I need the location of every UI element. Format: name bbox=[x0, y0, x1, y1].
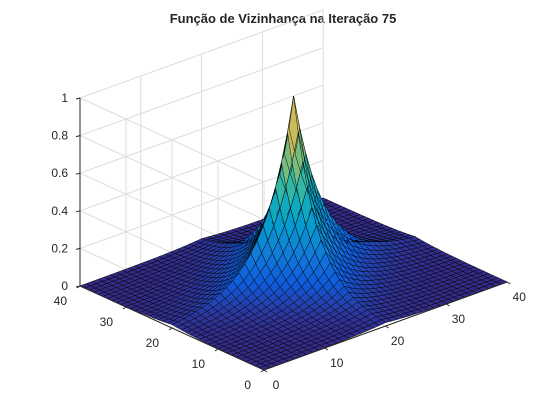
y-tick-mark bbox=[214, 348, 219, 352]
grid-line bbox=[79, 47, 324, 137]
x-tick-mark bbox=[324, 347, 329, 351]
y-tick-mark bbox=[168, 327, 173, 331]
x-tick-mark bbox=[446, 303, 450, 307]
z-tick-mark bbox=[75, 285, 81, 288]
x-tick-mark bbox=[263, 369, 268, 373]
y-tick-label: 40 bbox=[54, 294, 68, 308]
grid-line bbox=[79, 9, 324, 99]
y-tick-mark bbox=[122, 306, 127, 310]
y-tick-label: 30 bbox=[100, 315, 114, 329]
z-tick-mark bbox=[75, 210, 81, 213]
y-tick-label: 10 bbox=[192, 357, 206, 371]
y-tick-mark bbox=[260, 369, 265, 373]
y-tick-label: 0 bbox=[244, 378, 251, 392]
grid-line bbox=[79, 84, 324, 174]
z-tick-mark bbox=[75, 172, 81, 175]
z-tick-label: 0.6 bbox=[51, 166, 68, 180]
chart-title: Função de Vizinhança na Iteração 75 bbox=[170, 11, 397, 26]
x-tick-label: 30 bbox=[452, 312, 466, 326]
z-tick-label: 0.2 bbox=[51, 241, 68, 255]
z-tick-mark bbox=[75, 97, 81, 100]
x-tick-mark bbox=[506, 281, 511, 285]
grid-line bbox=[79, 122, 324, 212]
z-tick-label: 0.4 bbox=[51, 204, 68, 218]
grid-line bbox=[79, 97, 265, 183]
x-tick-label: 10 bbox=[330, 356, 344, 370]
x-tick-label: 40 bbox=[513, 290, 527, 304]
x-tick-mark bbox=[385, 325, 389, 329]
z-tick-mark bbox=[75, 247, 81, 250]
z-tick-mark bbox=[75, 135, 81, 138]
y-tick-label: 20 bbox=[146, 336, 160, 350]
surface-mesh bbox=[79, 95, 508, 371]
x-tick-label: 0 bbox=[273, 378, 280, 392]
z-tick-label: 0 bbox=[61, 279, 68, 293]
z-tick-label: 0.8 bbox=[51, 129, 68, 143]
z-tick-label: 1 bbox=[61, 91, 68, 105]
x-tick-label: 20 bbox=[391, 334, 405, 348]
grid-line bbox=[79, 135, 265, 221]
